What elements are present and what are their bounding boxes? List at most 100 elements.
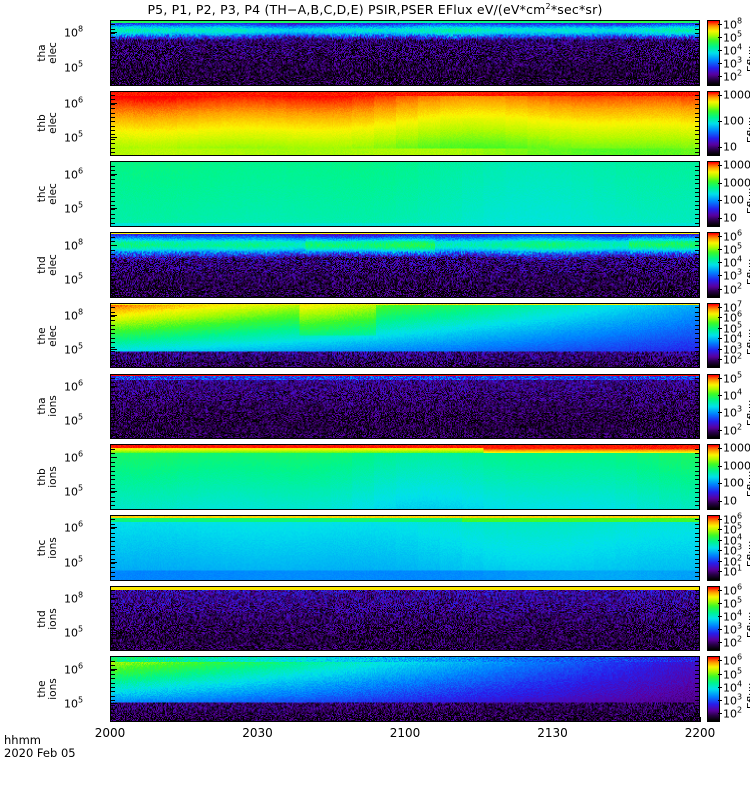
y-tick-mark [111, 386, 117, 388]
y-minor-tick [695, 112, 699, 114]
colorbar-tick-label: 102 [723, 351, 743, 367]
y-minor-tick [695, 505, 699, 507]
y-minor-tick [111, 37, 115, 39]
y-minor-tick [111, 638, 115, 640]
y-minor-tick [695, 284, 699, 286]
y-minor-tick [695, 254, 699, 255]
y-tick-mark [111, 561, 117, 563]
y-minor-tick [111, 271, 115, 273]
x-minor-tick [110, 717, 111, 722]
y-minor-tick [695, 554, 699, 556]
y-minor-tick [111, 170, 115, 172]
y-minor-tick [695, 713, 699, 715]
y-minor-tick [111, 616, 115, 618]
y-minor-tick [111, 151, 115, 153]
y-minor-tick [111, 178, 115, 180]
colorbar-tick-mark [718, 76, 722, 78]
x-minor-tick [124, 717, 126, 720]
y-tick-label: 105 [64, 554, 84, 569]
y-tick-mark [111, 668, 117, 670]
y-minor-tick [695, 170, 699, 172]
y-minor-tick [695, 183, 699, 185]
colorbar-gradient [708, 657, 719, 721]
y-minor-tick [111, 121, 115, 123]
y-minor-tick [111, 76, 115, 78]
colorbar-title-tha-ions: Eflux [746, 399, 750, 427]
y-minor-tick [695, 501, 699, 503]
y-minor-tick [111, 324, 115, 326]
colorbar-tick-label: 1000 [723, 88, 750, 102]
y-minor-tick [695, 607, 699, 609]
y-minor-tick [695, 116, 699, 118]
y-minor-tick [695, 222, 699, 224]
colorbar-tick-mark [718, 539, 722, 541]
y-axis-label-thd-ions: thd ions [36, 589, 59, 649]
y-minor-tick [111, 470, 115, 472]
x-minor-tick [213, 717, 215, 720]
colorbar-title-thc-elec: Eflux [746, 187, 750, 214]
y-minor-tick [111, 192, 115, 194]
x-minor-tick [655, 717, 657, 720]
colorbar-tick-mark [718, 327, 722, 329]
y-minor-tick [695, 563, 699, 565]
y-minor-tick [695, 678, 699, 680]
y-tick-label: 105 [64, 695, 84, 711]
panel-heatmap-thd-elec [111, 233, 699, 297]
y-axis-label-thb-elec: thb elec [36, 93, 59, 153]
colorbar-tick-label: 10 [723, 494, 737, 508]
y-minor-tick [695, 99, 699, 101]
y-minor-tick [111, 646, 115, 648]
y-minor-tick [695, 457, 699, 459]
y-minor-tick [111, 33, 115, 35]
y-minor-tick [111, 209, 115, 211]
y-minor-tick [695, 488, 699, 489]
y-minor-tick [695, 528, 699, 530]
y-minor-tick [695, 187, 699, 189]
y-minor-tick [111, 350, 115, 352]
colorbar-tick-mark [718, 182, 722, 184]
colorbar-tick-label: 103 [723, 692, 743, 708]
colorbar-tick-mark [718, 602, 722, 604]
y-minor-tick [111, 196, 115, 198]
y-minor-tick [695, 704, 699, 706]
y-minor-tick [695, 350, 699, 352]
y-minor-tick [695, 174, 699, 176]
x-minor-tick [198, 717, 200, 720]
y-minor-tick [695, 386, 699, 388]
colorbar-thd-elec [707, 232, 720, 298]
colorbar-tick-label: 104 [723, 330, 743, 346]
panel-heatmap-thb-elec [111, 91, 699, 156]
y-minor-tick [695, 695, 699, 697]
y-minor-tick [111, 50, 115, 52]
colorbar-tick-mark [718, 165, 722, 167]
y-minor-tick [111, 174, 115, 176]
y-tick-mark [111, 598, 117, 600]
y-tick-label: 105 [64, 483, 84, 499]
y-minor-tick [695, 545, 699, 547]
y-minor-tick [695, 138, 699, 140]
y-axis-label-line2: ions [47, 395, 59, 418]
colorbar-tick-mark [718, 465, 722, 467]
y-minor-tick [695, 130, 699, 132]
y-minor-tick [695, 262, 699, 264]
panel-heatmap-the-elec [111, 303, 699, 368]
colorbar-tick-label: 104 [723, 679, 743, 694]
y-minor-tick [695, 95, 699, 97]
y-minor-tick [111, 386, 115, 388]
y-minor-tick [111, 134, 115, 136]
y-minor-tick [111, 183, 115, 185]
y-minor-tick [695, 205, 699, 207]
x-minor-tick [301, 717, 303, 720]
y-minor-tick [695, 209, 699, 211]
colorbar-tick-mark [718, 200, 722, 202]
y-minor-tick [111, 474, 115, 476]
y-minor-tick [111, 315, 115, 317]
y-minor-tick [111, 284, 115, 286]
y-minor-tick [695, 567, 699, 569]
y-tick-mark [111, 349, 117, 351]
y-minor-tick [695, 594, 699, 596]
colorbar-tick-label: 10 [723, 211, 737, 225]
y-minor-tick [111, 54, 115, 56]
x-minor-tick [390, 717, 392, 720]
y-minor-tick [695, 108, 699, 110]
